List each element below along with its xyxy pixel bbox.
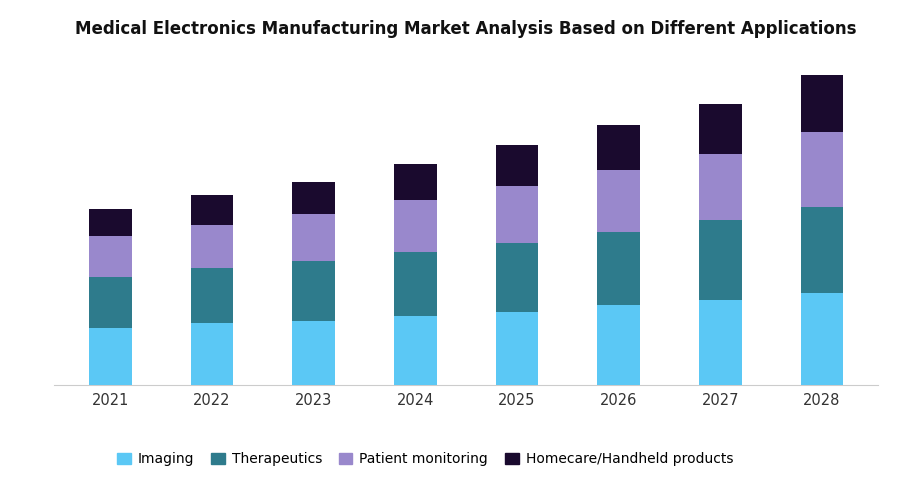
Bar xyxy=(496,145,538,186)
Bar xyxy=(394,164,436,200)
Bar xyxy=(89,237,131,278)
Bar xyxy=(292,321,335,385)
Bar xyxy=(394,316,436,385)
Bar xyxy=(89,278,131,327)
Bar xyxy=(191,195,233,225)
Bar xyxy=(801,132,843,207)
Bar xyxy=(191,323,233,385)
Bar xyxy=(292,261,335,321)
Bar xyxy=(699,300,741,385)
Bar xyxy=(597,125,640,171)
Bar xyxy=(191,225,233,268)
Bar xyxy=(597,305,640,385)
Bar xyxy=(801,74,843,132)
Bar xyxy=(699,154,741,220)
Bar xyxy=(292,213,335,261)
Bar xyxy=(496,243,538,312)
Legend: Imaging, Therapeutics, Patient monitoring, Homecare/Handheld products: Imaging, Therapeutics, Patient monitorin… xyxy=(111,447,738,472)
Bar xyxy=(801,293,843,385)
Bar xyxy=(394,252,436,316)
Bar xyxy=(89,209,131,237)
Bar xyxy=(699,220,741,300)
Bar xyxy=(699,105,741,154)
Bar xyxy=(394,200,436,252)
Bar xyxy=(496,312,538,385)
Bar xyxy=(597,171,640,232)
Title: Medical Electronics Manufacturing Market Analysis Based on Different Application: Medical Electronics Manufacturing Market… xyxy=(75,20,857,38)
Bar xyxy=(292,182,335,213)
Bar xyxy=(496,186,538,243)
Bar xyxy=(89,327,131,385)
Bar xyxy=(801,207,843,293)
Bar xyxy=(191,268,233,323)
Bar xyxy=(597,232,640,305)
